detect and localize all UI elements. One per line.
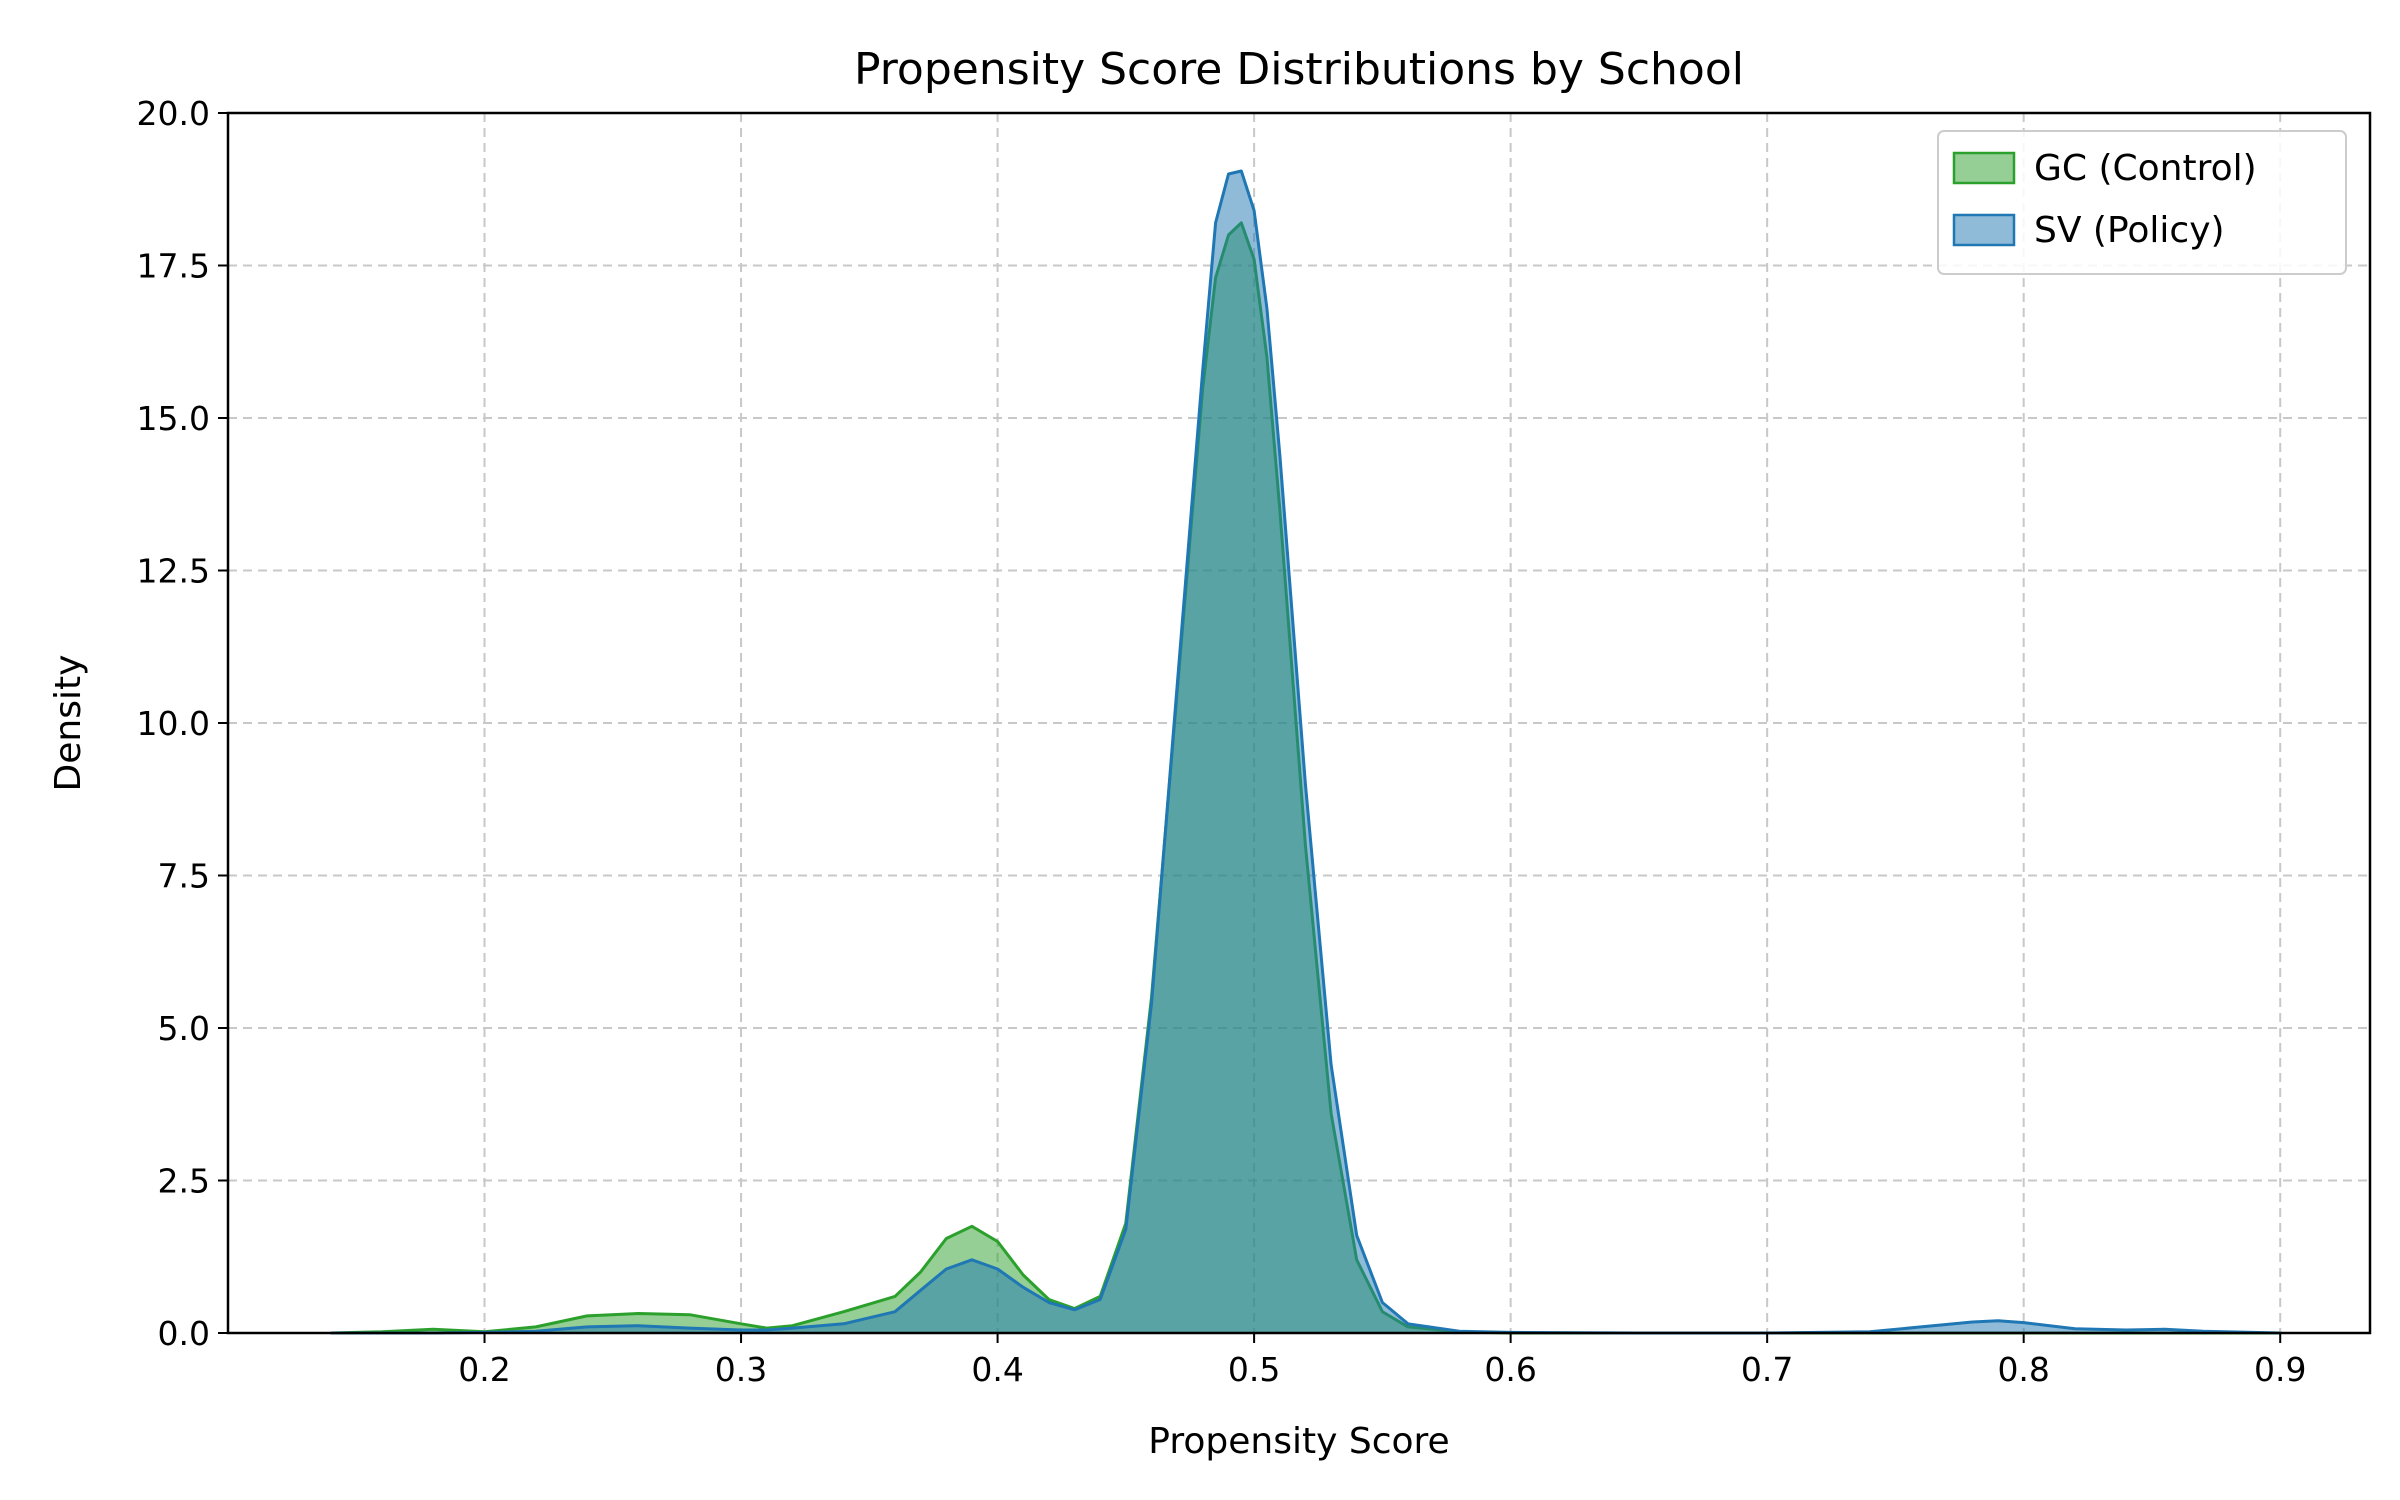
legend-label-gc-control: GC (Control) [2034,148,2257,189]
x-tick-label: 0.6 [1484,1350,1536,1389]
chart-title: Propensity Score Distributions by School [854,44,1744,95]
x-axis-label: Propensity Score [1148,1421,1449,1462]
y-tick-label: 12.5 [137,552,210,591]
x-tick-label: 0.3 [715,1350,767,1389]
x-tick-label: 0.8 [1997,1350,2049,1389]
legend: GC (Control) SV (Policy) [1937,130,2347,275]
legend-label-sv-policy: SV (Policy) [2034,210,2225,251]
y-tick-label: 15.0 [137,399,210,438]
series-line-sv-policy [330,169,2281,1335]
y-tick-label: 7.5 [158,857,210,896]
y-tick-label: 17.5 [137,247,210,286]
series-area-sv-policy [330,171,2281,1333]
x-tick-label: 0.5 [1228,1350,1280,1389]
x-tick-label: 0.7 [1741,1350,1793,1389]
y-tick-label: 5.0 [158,1009,210,1048]
legend-swatch-gc-control [1952,151,2016,185]
legend-swatch-sv-policy [1952,213,2016,247]
x-tick-label: 0.9 [2254,1350,2306,1389]
series-layer [330,169,2281,1335]
legend-box [1937,130,2347,275]
y-tick-label: 2.5 [158,1162,210,1201]
ticks: 0.2 0.3 0.4 0.5 0.6 0.7 0.8 0.9 0.0 2.5 5.0 7.5 10.0… [137,94,2307,1389]
y-tick-label: 10.0 [137,704,210,743]
y-axis-label: Density [48,655,89,792]
y-tick-label: 20.0 [137,94,210,133]
y-tick-label: 0.0 [158,1314,210,1353]
x-tick-label: 0.2 [458,1350,510,1389]
x-tick-label: 0.4 [971,1350,1023,1389]
